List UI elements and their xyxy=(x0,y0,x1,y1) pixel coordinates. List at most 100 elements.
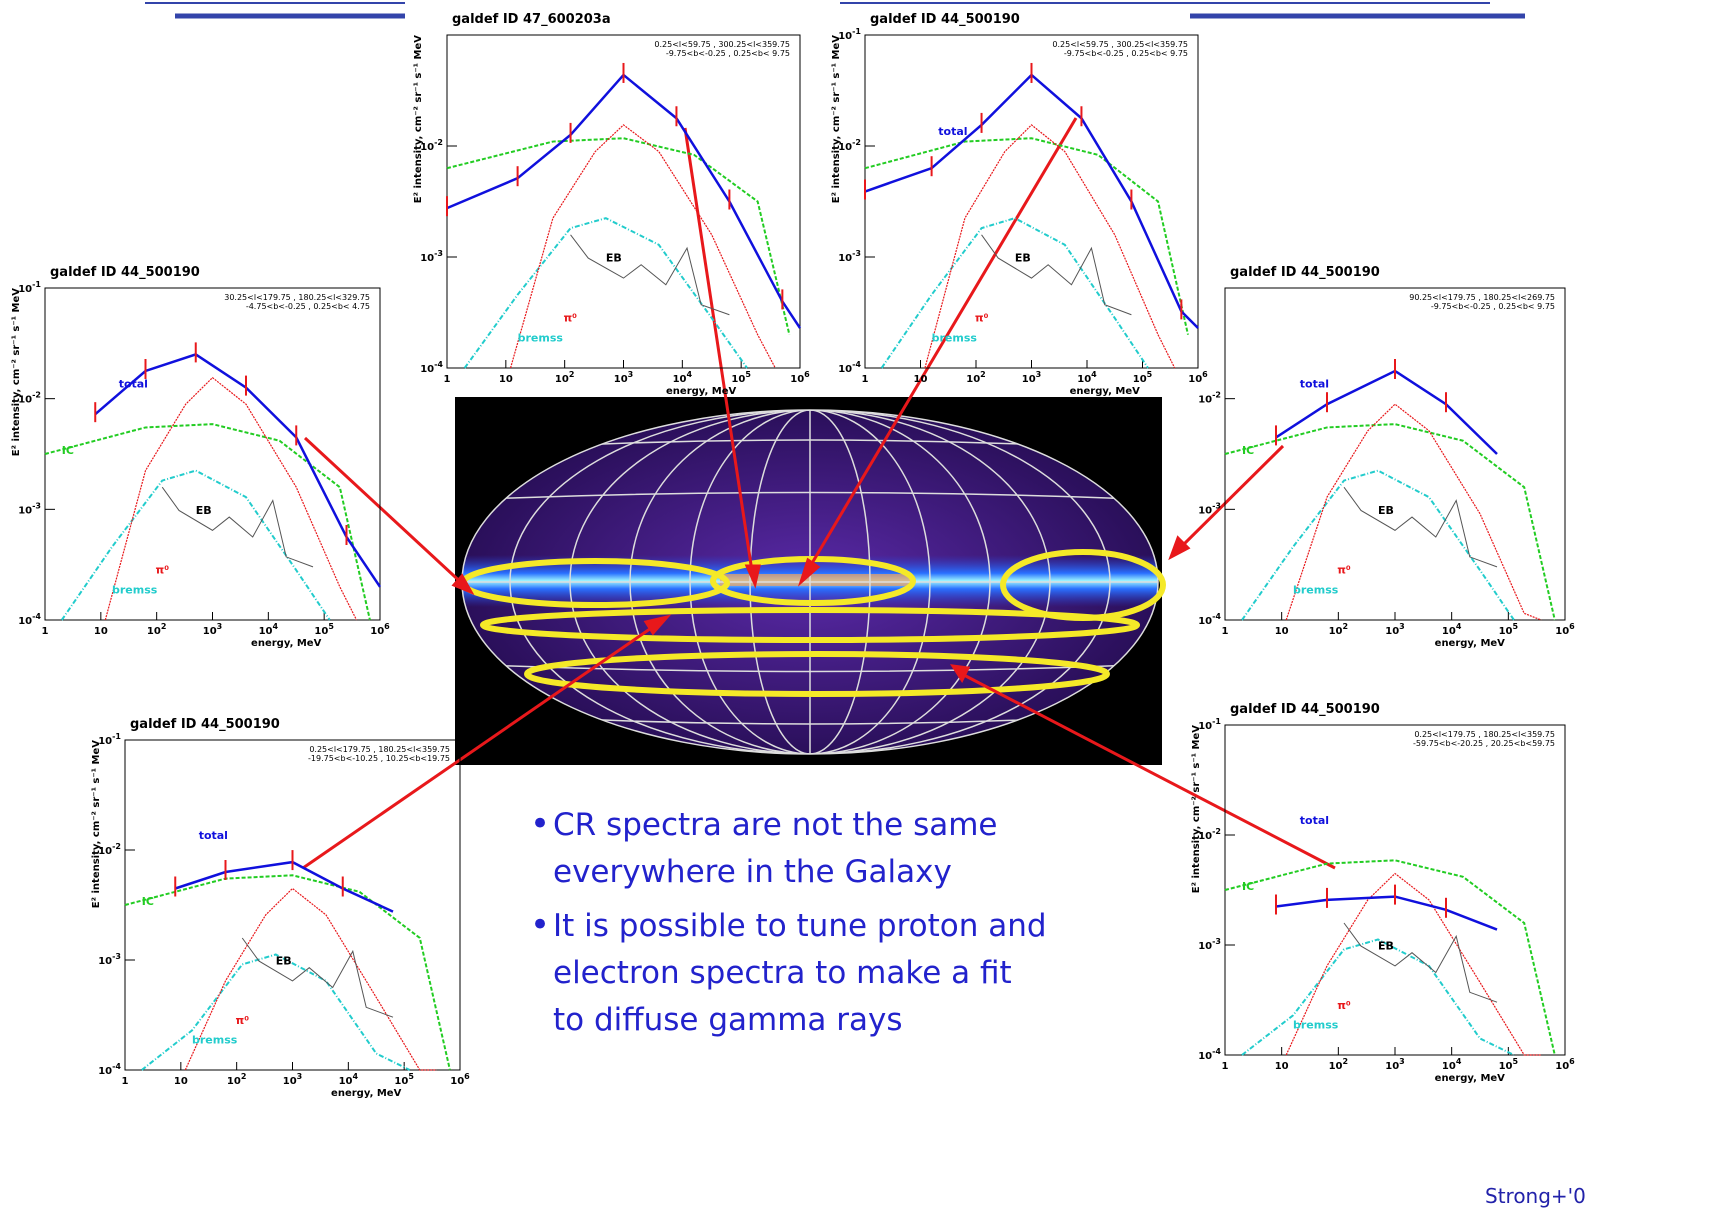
spectrum-panel: galdef ID 44_5001900.25<l<179.75 , 180.2… xyxy=(91,717,470,1099)
spectrum-panel: galdef ID 44_50019090.25<l<179.75 , 180.… xyxy=(1198,265,1575,649)
x-axis-label: energy, MeV xyxy=(331,1088,402,1099)
panel-title: galdef ID 44_500190 xyxy=(870,12,1020,27)
spectrum-panel: galdef ID 44_5001900.25<l<59.75 , 300.25… xyxy=(831,12,1208,397)
tick-exponent: -4 xyxy=(1212,612,1221,621)
tick-label: 105 xyxy=(731,370,751,385)
tick-exponent: -2 xyxy=(112,842,121,851)
curve-label: total xyxy=(119,378,148,391)
tick-label: 1 xyxy=(1222,626,1229,637)
curve-label: EB xyxy=(1015,251,1031,264)
tick-label: 10-4 xyxy=(420,360,443,375)
tick-exponent: -2 xyxy=(852,138,861,147)
curve-label: π⁰ xyxy=(975,311,989,324)
tick-base: 10 xyxy=(673,374,687,385)
tick-label: 10 xyxy=(174,1076,188,1087)
curve-label: IC xyxy=(142,895,154,908)
curve-label: total xyxy=(1300,814,1329,827)
tick-base: 10 xyxy=(614,374,628,385)
curve xyxy=(447,138,789,334)
tick-label: 103 xyxy=(283,1072,303,1087)
curve xyxy=(1242,471,1514,620)
tick-exponent: 2 xyxy=(241,1072,247,1081)
curve-label: IC xyxy=(1242,880,1254,893)
tick-exponent: -4 xyxy=(1212,1047,1221,1056)
tick-base: 10 xyxy=(1385,626,1399,637)
curve-label: EB xyxy=(276,954,292,967)
tick-label: 105 xyxy=(1499,622,1519,637)
curve-label: π⁰ xyxy=(1337,564,1351,577)
bullet-glyph: • xyxy=(530,905,550,945)
tick-base: 10 xyxy=(420,364,434,375)
tick-exponent: 6 xyxy=(804,370,810,379)
tick-base: 10 xyxy=(1022,374,1036,385)
tick-label: 10-3 xyxy=(1198,501,1221,516)
curve-label: π⁰ xyxy=(1337,999,1351,1012)
tick-exponent: -4 xyxy=(434,360,443,369)
tick-base: 10 xyxy=(1275,626,1289,637)
panel-title: galdef ID 44_500190 xyxy=(130,717,280,732)
tick-exponent: -4 xyxy=(852,360,861,369)
tick-label: 10-3 xyxy=(1198,937,1221,952)
curve xyxy=(865,138,1188,334)
tick-label: 103 xyxy=(203,622,223,637)
tick-exponent: 5 xyxy=(1513,622,1519,631)
tick-exponent: 5 xyxy=(1513,1057,1519,1066)
panel-title: galdef ID 44_500190 xyxy=(1230,702,1380,717)
sky-map xyxy=(455,397,1163,765)
tick-base: 10 xyxy=(1198,1051,1212,1062)
tick-base: 10 xyxy=(731,374,745,385)
spectrum-panel: galdef ID 44_5001900.25<l<179.75 , 180.2… xyxy=(1191,702,1575,1084)
tick-label: 1 xyxy=(42,626,49,637)
tick-label: 106 xyxy=(370,622,390,637)
curve-label: EB xyxy=(606,251,622,264)
curve xyxy=(465,218,747,368)
tick-base: 10 xyxy=(1442,1061,1456,1072)
tick-label: 10 xyxy=(499,374,513,385)
curve-label: EB xyxy=(196,504,212,517)
tick-base: 10 xyxy=(98,846,112,857)
curve-label: EB xyxy=(1378,504,1394,517)
curve xyxy=(882,218,1148,368)
tick-label: 104 xyxy=(259,622,279,637)
tick-label: 10-4 xyxy=(18,612,41,627)
tick-exponent: 2 xyxy=(161,622,167,631)
tick-exponent: -1 xyxy=(32,280,41,289)
tick-label: 106 xyxy=(790,370,810,385)
citation: Strong+'0 xyxy=(1485,1184,1586,1208)
tick-base: 10 xyxy=(1198,505,1212,516)
tick-label: 1 xyxy=(444,374,451,385)
curve xyxy=(1344,487,1497,567)
tick-exponent: 4 xyxy=(273,622,279,631)
y-axis-label: E² intensity, cm⁻² sr⁻¹ s⁻¹ MeV xyxy=(11,288,22,456)
tick-label: 10-3 xyxy=(420,249,443,264)
tick-exponent: -2 xyxy=(32,391,41,400)
curve-label: IC xyxy=(62,444,74,457)
curve xyxy=(62,471,330,620)
tick-exponent: -3 xyxy=(852,249,861,258)
tick-base: 10 xyxy=(98,736,112,747)
tick-label: 10-4 xyxy=(1198,612,1221,627)
tick-base: 10 xyxy=(370,626,384,637)
tick-exponent: -2 xyxy=(1212,827,1221,836)
tick-exponent: 4 xyxy=(687,370,693,379)
region-text: -9.75<b<-0.25 , 0.25<b< 9.75 xyxy=(666,49,790,58)
tick-exponent: 2 xyxy=(980,370,986,379)
region-text: 90.25<l<179.75 , 180.25<l<269.75 xyxy=(1409,293,1555,302)
curve-label: IC xyxy=(1242,444,1254,457)
panel-title: galdef ID 44_500190 xyxy=(50,265,200,280)
curve-label: π⁰ xyxy=(236,1014,250,1027)
tick-base: 10 xyxy=(1198,721,1212,732)
tick-label: 105 xyxy=(1133,370,1153,385)
bullet-text: everywhere in the Galaxy xyxy=(553,854,952,890)
slide-canvas: • • galdef ID 47_600203a0.25<l<59.75 , 3… xyxy=(0,0,1711,1209)
tick-exponent: 2 xyxy=(569,370,575,379)
slide: • • galdef ID 47_600203a0.25<l<59.75 , 3… xyxy=(0,0,1711,1209)
tick-exponent: -2 xyxy=(1212,391,1221,400)
curve-label: bremss xyxy=(1293,583,1339,596)
tick-base: 10 xyxy=(339,1076,353,1087)
tick-exponent: 5 xyxy=(328,622,334,631)
tick-exponent: 5 xyxy=(1147,370,1153,379)
x-axis-label: energy, MeV xyxy=(251,638,322,649)
curve-label: bremss xyxy=(1293,1019,1339,1032)
tick-base: 10 xyxy=(420,253,434,264)
